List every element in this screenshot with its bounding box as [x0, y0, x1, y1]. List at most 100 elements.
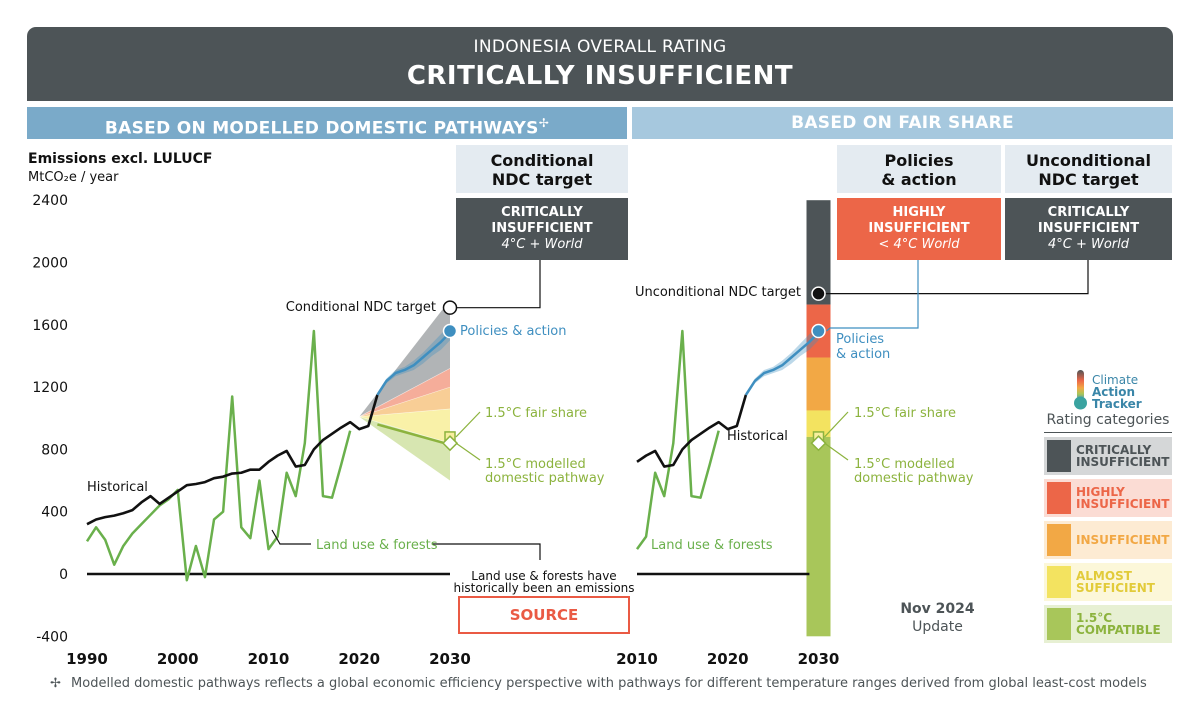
band-edge — [359, 416, 451, 444]
y-axis-title: Emissions excl. LULUCF — [28, 151, 212, 167]
y-tick-label: 400 — [41, 505, 68, 521]
label-fair-share-right: 1.5°C fair share — [854, 406, 956, 421]
policies-band-left — [377, 324, 450, 398]
series-historical-right — [636, 394, 748, 468]
y-tick-label: 0 — [59, 567, 68, 583]
y-axis-unit: MtCO₂e / year — [28, 170, 119, 185]
update-note: Nov 2024 Update — [880, 600, 995, 636]
update-date: Nov 2024 — [900, 601, 975, 617]
section-fair-share-label: BASED ON FAIR SHARE — [791, 113, 1014, 133]
pathway-band — [359, 416, 450, 481]
y-tick-label: 1600 — [32, 318, 68, 334]
legend-item-insufficient: INSUFFICIENT — [1044, 521, 1172, 559]
leader-lines — [271, 260, 1089, 560]
footnote-text: Modelled domestic pathways reflects a gl… — [71, 676, 1147, 691]
legend-label-line2: INSUFFICIENT — [1076, 455, 1170, 469]
label-modelled-right-2: domestic pathway — [854, 471, 974, 486]
x-tick-label: 2020 — [338, 650, 380, 668]
y-tick-label: -400 — [36, 629, 68, 645]
leader-fair-share-right — [824, 411, 849, 438]
thermometer-icon — [1074, 370, 1087, 410]
legend-swatch — [1047, 524, 1071, 556]
legend-title: Rating categories — [1044, 412, 1172, 433]
source-box: SOURCE — [458, 596, 630, 634]
modelled-pathway-line — [377, 423, 451, 446]
y-tick-label: 2400 — [32, 193, 68, 209]
legend-label-line2: INSUFFICIENT — [1076, 497, 1170, 511]
col-policies-line2: & action — [881, 170, 957, 189]
label-policies-left: Policies & action — [460, 324, 567, 339]
leader-fair-share-left — [455, 411, 481, 438]
modelled-pathway-bands — [359, 299, 451, 481]
x-tick-label: 2010 — [616, 650, 658, 668]
legend-label-line1: INSUFFICIENT — [1076, 533, 1170, 547]
legend-label-line1: ALMOST — [1076, 569, 1132, 583]
leader-land-use-source — [432, 543, 541, 560]
label-unconditional-ndc: Unconditional NDC target — [635, 285, 801, 300]
modelled-pathway-marker-left — [441, 435, 459, 452]
series-land-use-right — [635, 329, 720, 550]
y-tick-label: 1200 — [32, 380, 68, 396]
modelled-pathway-marker-right — [810, 435, 827, 452]
dagger-icon: ✢ — [538, 116, 550, 130]
rating-policies-line1: HIGHLY — [892, 205, 946, 220]
label-historical-right: Historical — [727, 429, 788, 444]
logo-line1: Climate — [1092, 373, 1139, 387]
fair-share-segment — [806, 436, 831, 637]
rating-policies-line2: INSUFFICIENT — [868, 221, 970, 236]
pathway-band — [359, 408, 450, 444]
update-label: Update — [912, 619, 963, 635]
col-head-conditional: Conditional NDC target — [456, 145, 628, 193]
legend-swatch — [1047, 566, 1071, 598]
markers — [441, 286, 827, 452]
logo-line2: Action — [1092, 385, 1136, 399]
unconditional-ndc-marker — [811, 286, 826, 301]
legend-item-highly-insufficient: HIGHLY INSUFFICIENT — [1044, 479, 1172, 517]
legend-label-line2: COMPATIBLE — [1076, 623, 1161, 637]
fair-share-segment — [806, 357, 831, 411]
x-tick-label: 2030 — [798, 650, 840, 668]
rating-box-conditional: CRITICALLY INSUFFICIENT 4°C + World — [456, 198, 628, 260]
legend-label-line2: SUFFICIENT — [1076, 581, 1155, 595]
rating-conditional-line2: INSUFFICIENT — [491, 221, 593, 236]
logo-line3: Tracker — [1092, 397, 1142, 411]
rating-policies-temp: < 4°C World — [878, 237, 960, 252]
label-modelled-left-1: 1.5°C modelled — [485, 457, 586, 472]
leader-modelled-right — [824, 442, 849, 461]
x-tick-label: 2000 — [157, 650, 199, 668]
rating-banner: INDONESIA OVERALL RATING CRITICALLY INSU… — [27, 27, 1173, 101]
col-policies-line1: Policies — [884, 151, 954, 170]
rating-unconditional-temp: 4°C + World — [1047, 237, 1130, 252]
policies-marker-left — [442, 323, 458, 339]
x-tick-label: 2010 — [248, 650, 290, 668]
label-conditional-ndc: Conditional NDC target — [286, 300, 436, 315]
legend-items: CRITICALLY INSUFFICIENT HIGHLY INSUFFICIEN… — [1044, 437, 1172, 643]
series-policies-right — [744, 331, 820, 396]
label-policies-right-2: & action — [836, 347, 890, 362]
rating-conditional-line1: CRITICALLY — [501, 205, 583, 220]
rating-box-unconditional: CRITICALLY INSUFFICIENT 4°C + World — [1005, 198, 1172, 260]
series-historical-left — [86, 394, 379, 526]
policies-marker-right — [811, 323, 826, 339]
label-source-note-2: historically been an emissions — [453, 581, 634, 595]
col-head-unconditional: Unconditional NDC target — [1005, 145, 1172, 193]
section-modelled-pathways: BASED ON MODELLED DOMESTIC PATHWAYS✢ — [27, 107, 627, 139]
band-edge — [359, 408, 451, 417]
rating-legend: Climate Action Tracker Rating categories… — [1044, 368, 1172, 643]
col-unconditional-line2: NDC target — [1038, 170, 1139, 189]
legend-swatch — [1047, 482, 1071, 514]
label-fair-share-left: 1.5°C fair share — [485, 406, 587, 421]
x-tick-label: 2030 — [429, 650, 471, 668]
leader-policies — [826, 260, 919, 332]
label-land-use-left: Land use & forests — [316, 538, 438, 553]
chart-text: Emissions excl. LULUCF MtCO₂e / year -400 0… — [28, 151, 974, 668]
legend-label-line1: 1.5°C — [1076, 611, 1113, 625]
cat-logo: Climate Action Tracker — [1044, 368, 1172, 412]
section-fair-share: BASED ON FAIR SHARE — [632, 107, 1173, 139]
rating-unconditional-line1: CRITICALLY — [1047, 205, 1130, 220]
legend-item-almost-sufficient: ALMOST SUFFICIENT — [1044, 563, 1172, 601]
leader-land-use — [271, 529, 311, 545]
label-modelled-left-2: domestic pathway — [485, 471, 605, 486]
section-modelled-label: BASED ON MODELLED DOMESTIC PATHWAYS — [104, 118, 539, 139]
